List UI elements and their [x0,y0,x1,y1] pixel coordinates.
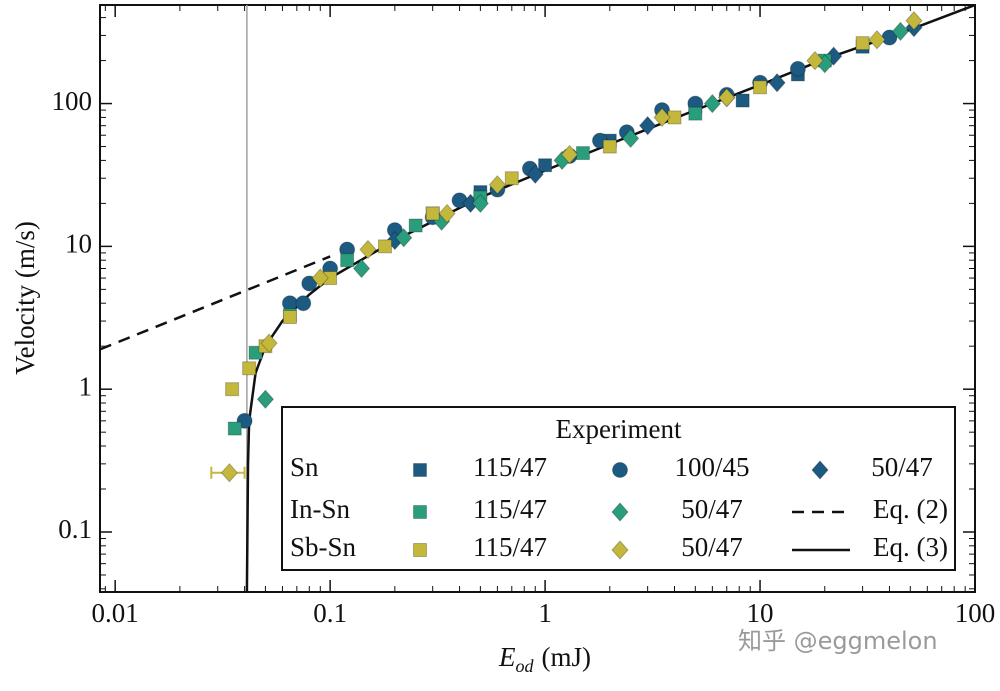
marker-square [408,218,423,233]
marker-diamond [359,239,377,260]
x-label-sub: od [516,656,535,676]
watermark: 知乎 @eggmelon [738,627,938,655]
y-tick-label: 0.1 [58,514,92,544]
marker-circle [301,275,318,292]
marker-diamond [352,258,371,279]
legend-label: 50/47 [681,532,743,562]
marker-diamond [471,193,490,214]
marker-diamond [806,50,824,71]
marker-square [504,171,519,186]
legend-label: Eq. (3) [873,532,948,562]
x-label-main: E [498,642,516,672]
x-tick-label: 0.1 [313,598,347,628]
legend-group-label: Sn [290,452,319,482]
legend-group-label: Sb-Sn [290,532,357,562]
marker-square [688,106,703,121]
marker-diamond [638,115,657,136]
legend-marker [612,462,628,478]
legend-marker [611,540,629,560]
marker-diamond [824,46,843,66]
plot-frame [99,4,976,593]
legend-label: 50/47 [871,452,933,482]
marker-diamond [560,144,579,165]
marker-square [602,139,617,154]
marker-diamond [260,333,278,353]
marker-square [425,206,440,221]
marker-circle [789,60,806,77]
legend-marker [811,460,829,480]
x-tick-label: 10 [747,598,774,628]
legend-title: Experiment [556,414,682,444]
legend-label: 115/47 [473,532,547,562]
marker-square [248,345,263,360]
x-axis-label: Eod (mJ) [498,642,591,676]
plot-area [100,5,975,592]
marker-diamond [311,268,329,288]
legend-label: 50/47 [681,494,743,524]
x-tick-label: 100 [955,598,996,628]
marker-diamond [395,227,413,248]
marker-diamond [438,203,456,224]
marker-diamond [891,21,910,42]
marker-diamond [868,29,886,50]
legend-marker [413,463,427,477]
legend-marker [611,502,629,522]
legend-label: Eq. (2) [873,494,948,524]
legend-label: 115/47 [473,452,547,482]
marker-diamond [488,175,507,195]
marker-square [378,239,393,254]
x-tick-label: 1 [538,598,552,628]
legend-marker [413,505,427,519]
y-tick-label: 1 [79,371,93,401]
marker-square [227,421,242,436]
marker-square [855,36,870,51]
x-tick-label: 0.01 [92,598,139,628]
marker-diamond [526,164,544,184]
marker-square [575,146,590,161]
marker-diamond [768,72,786,93]
marker-diamond [653,107,671,128]
marker-diamond [718,87,736,108]
marker-square [735,93,750,108]
x-label-unit: (mJ) [542,642,592,672]
y-axis-label: Velocity (m/s) [10,221,40,375]
marker-diamond [621,128,640,149]
marker-square [282,310,297,325]
marker-circle [295,295,312,312]
marker-square [225,382,240,397]
legend-group-label: In-Sn [290,494,350,524]
marker-square [242,361,257,376]
legend-label: 100/45 [674,452,749,482]
marker-diamond [905,11,923,31]
legend-label: 115/47 [473,494,547,524]
legend-marker [413,543,427,557]
marker-square [753,80,768,95]
marker-square [538,158,553,173]
marker-diamond [220,462,239,483]
y-tick-label: 10 [65,229,92,259]
marker-diamond [256,389,275,410]
marker-diamond [703,93,722,114]
y-tick-label: 100 [52,86,93,116]
marker-square [340,253,355,268]
model-line [100,255,331,351]
